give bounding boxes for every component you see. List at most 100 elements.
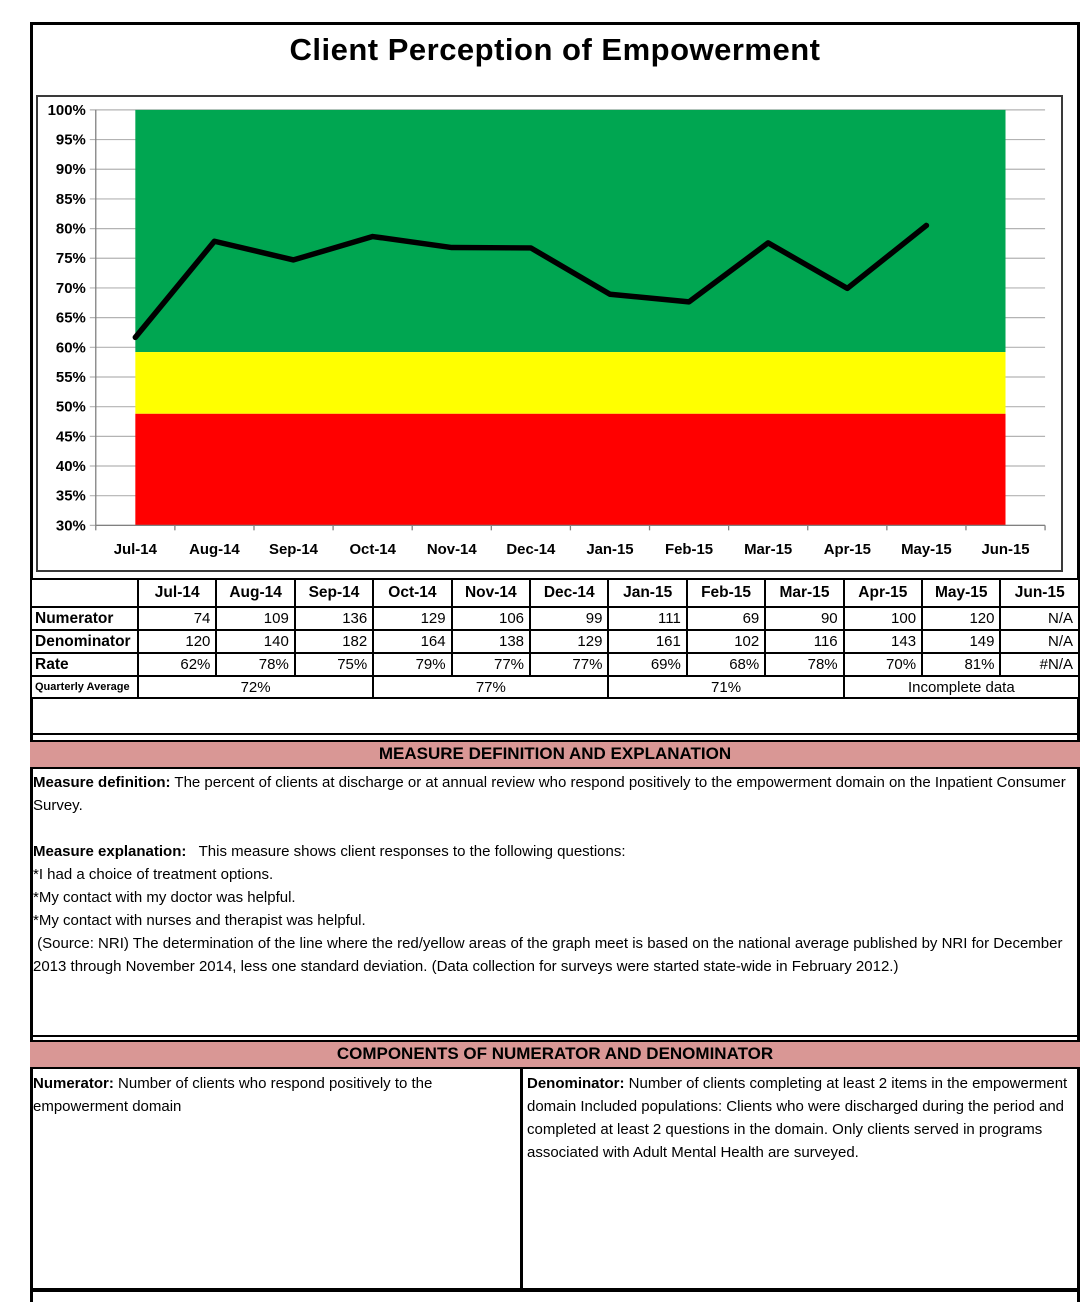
row-header: Rate [30, 652, 139, 677]
table-corner [30, 578, 139, 608]
svg-text:95%: 95% [56, 133, 86, 149]
svg-text:50%: 50% [56, 400, 86, 416]
svg-text:45%: 45% [56, 429, 86, 445]
column-header: Jun-15 [999, 578, 1080, 608]
denominator-label: Denominator: [527, 1075, 625, 1092]
table-cell: 102 [685, 629, 767, 654]
table-cell: 75% [293, 652, 375, 677]
column-header: May-15 [921, 578, 1002, 608]
denominator-text: Number of clients completing at least 2 … [527, 1075, 1068, 1161]
rate-line [132, 222, 930, 341]
page-title: Client Perception of Empowerment [289, 32, 821, 67]
svg-text:Dec-14: Dec-14 [506, 542, 556, 558]
svg-text:Apr-15: Apr-15 [824, 542, 871, 558]
quarterly-average-row: Quarterly Average 72% 77% 71% Incomplete dat… [30, 675, 1081, 699]
svg-text:Feb-15: Feb-15 [665, 542, 713, 558]
table-cell: 109 [215, 606, 296, 631]
svg-text:Jul-14: Jul-14 [114, 542, 158, 558]
definition-paragraph: *My contact with my doctor was helpful. [33, 889, 296, 906]
row-header: Denominator [30, 629, 139, 654]
svg-text:65%: 65% [56, 311, 86, 327]
table-cell: 77% [529, 652, 610, 677]
column-header: Aug-14 [215, 578, 296, 608]
numerator-text: Number of clients who respond positively… [33, 1075, 433, 1115]
table-cell: N/A [999, 629, 1080, 654]
table-row: Numerator 74 109 136 129 106 99 111 69 90 100 120 N/… [30, 606, 1080, 631]
row-header: Quarterly Average [30, 675, 139, 699]
table-cell: N/A [999, 606, 1080, 631]
table-cell: 78% [215, 652, 296, 677]
svg-text:40%: 40% [56, 459, 86, 475]
numerator-label: Numerator: [33, 1075, 114, 1092]
svg-text:90%: 90% [56, 162, 86, 178]
row-header: Numerator [30, 606, 139, 631]
x-axis-labels: Jul-14 Aug-14 Sep-14 Oct-14 Nov-14 Dec-14 Jan-… [114, 542, 1030, 558]
components-section: Numerator: Number of clients who respond… [30, 1069, 1080, 1288]
table-cell: 143 [842, 629, 924, 654]
red-zone [135, 413, 1006, 526]
definition-paragraph: (Source: NRI) The determination of the l… [33, 935, 1067, 975]
y-axis-labels: 100% 95% 90% 85% 80% 75% 70% 65% 60% 55% 50% 45% 40%… [48, 103, 86, 534]
threshold-bands [135, 109, 1006, 526]
svg-text:Nov-14: Nov-14 [427, 542, 477, 558]
table-cell: 78% [764, 652, 845, 677]
svg-text:Aug-14: Aug-14 [189, 542, 240, 558]
table-cell: 129 [529, 629, 610, 654]
definition-paragraph: Measure explanation: This measure shows … [33, 843, 626, 860]
svg-text:85%: 85% [56, 192, 86, 208]
table-cell: 90 [764, 606, 845, 631]
table-cell: 161 [607, 629, 688, 654]
table-cell: 69% [607, 652, 688, 677]
table-cell: 79% [372, 652, 453, 677]
table-cell: 100 [842, 606, 924, 631]
quarterly-average-cell: 77% [372, 675, 610, 699]
axes [95, 109, 1046, 531]
rate-data-table: Jul-14 Aug-14 Sep-14 Oct-14 Nov-14 Dec-14 Jan-… [30, 578, 1081, 699]
table-cell: 120 [136, 629, 218, 654]
column-header: Mar-15 [764, 578, 845, 608]
measure-definition-header: MEASURE DEFINITION AND EXPLANATION [30, 740, 1080, 769]
table-cell: 182 [293, 629, 375, 654]
column-header: Oct-14 [372, 578, 453, 608]
components-header: COMPONENTS OF NUMERATOR AND DENOMINATOR [30, 1040, 1080, 1069]
svg-text:35%: 35% [56, 489, 86, 505]
table-cell: 116 [764, 629, 845, 654]
definition-paragraph [33, 817, 1077, 840]
table-cell: 136 [293, 606, 375, 631]
table-row: Denominator 120 140 182 164 138 129 161 102 116 14… [30, 629, 1080, 654]
table-cell: 111 [607, 606, 688, 631]
quarterly-average-cell: 72% [136, 675, 375, 699]
table-cell: 99 [529, 606, 610, 631]
definition-paragraph: Measure definition: The percent of clien… [33, 774, 1070, 814]
column-header: Apr-15 [842, 578, 924, 608]
table-cell: 70% [842, 652, 924, 677]
svg-text:Oct-14: Oct-14 [349, 542, 396, 558]
column-header: Dec-14 [529, 578, 610, 608]
table-row: Rate 62% 78% 75% 79% 77% 77% 69% 68% 78% 70% 81% #N/… [30, 652, 1080, 677]
svg-text:100%: 100% [48, 103, 86, 119]
green-zone [135, 109, 1006, 353]
table-cell: 68% [685, 652, 767, 677]
table-cell: 106 [450, 606, 532, 631]
table-cell: 149 [921, 629, 1002, 654]
svg-text:75%: 75% [56, 251, 86, 267]
svg-text:Jan-15: Jan-15 [586, 542, 633, 558]
divider-line [30, 1035, 1080, 1037]
empowerment-line-chart: 100% 95% 90% 85% 80% 75% 70% 65% 60% 55% 50% 45% 40%… [48, 103, 1046, 558]
table-header-row: Jul-14 Aug-14 Sep-14 Oct-14 Nov-14 Dec-14 Jan-… [30, 578, 1080, 608]
svg-text:80%: 80% [56, 222, 86, 238]
yellow-zone [135, 352, 1006, 414]
quarterly-average-cell: 71% [607, 675, 845, 699]
svg-text:Sep-14: Sep-14 [269, 542, 319, 558]
table-cell: #N/A [999, 652, 1080, 677]
table-cell: 69 [685, 606, 767, 631]
column-divider [520, 1069, 523, 1288]
column-header: Jan-15 [607, 578, 688, 608]
svg-text:55%: 55% [56, 370, 86, 386]
svg-text:Mar-15: Mar-15 [744, 542, 792, 558]
definition-paragraph: *I had a choice of treatment options. [33, 866, 274, 883]
measure-definition-text: Measure definition: The percent of clien… [33, 771, 1077, 978]
table-cell: 164 [372, 629, 453, 654]
column-header: Jul-14 [136, 578, 218, 608]
